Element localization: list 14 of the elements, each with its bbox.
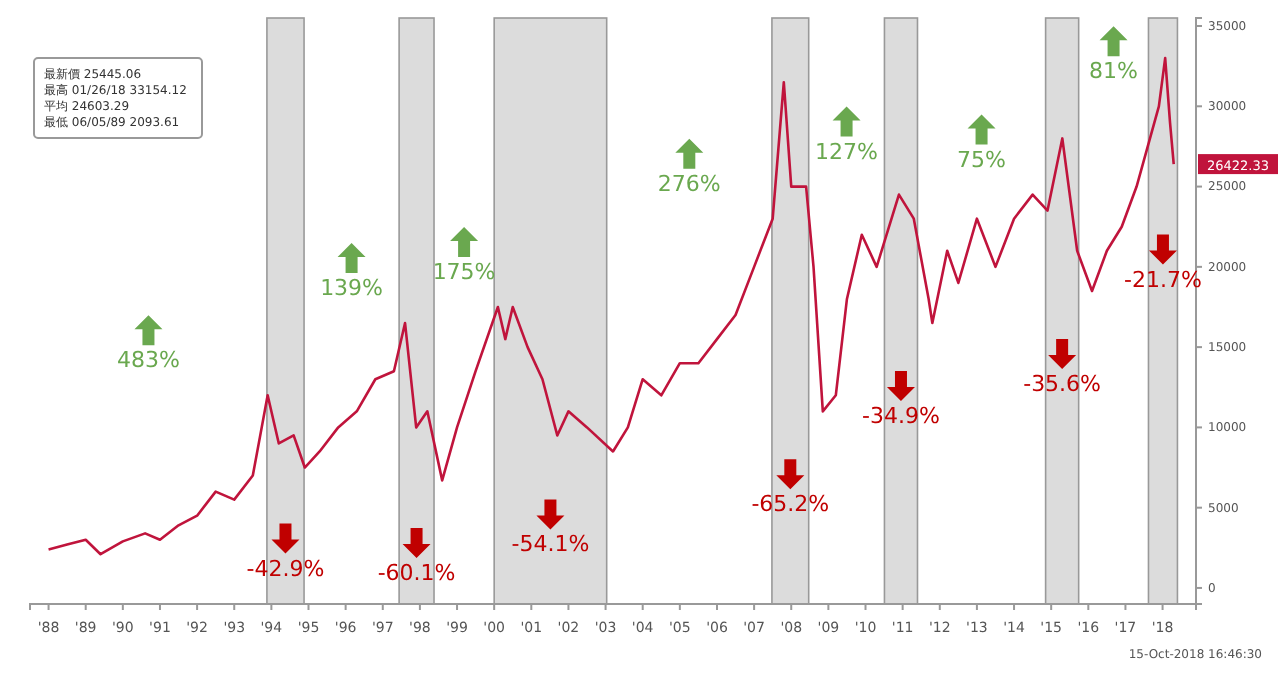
annotation: 175% xyxy=(432,258,496,285)
band-label: -54.1% xyxy=(511,531,590,558)
annotation: 276% xyxy=(657,170,721,197)
band-label: -34.9% xyxy=(862,403,940,430)
band-label: -60.1% xyxy=(377,560,456,586)
band-label: -35.6% xyxy=(1023,370,1102,397)
annotation: 139% xyxy=(320,275,384,302)
band-label: -65.2% xyxy=(751,491,830,518)
band-label: -21.7% xyxy=(1124,266,1202,293)
annotation: 75% xyxy=(957,146,1007,173)
annotation: 483% xyxy=(117,347,180,374)
annotation: 127% xyxy=(815,138,879,165)
band-label: -42.9% xyxy=(246,555,325,582)
annotation: 81% xyxy=(1089,58,1139,85)
